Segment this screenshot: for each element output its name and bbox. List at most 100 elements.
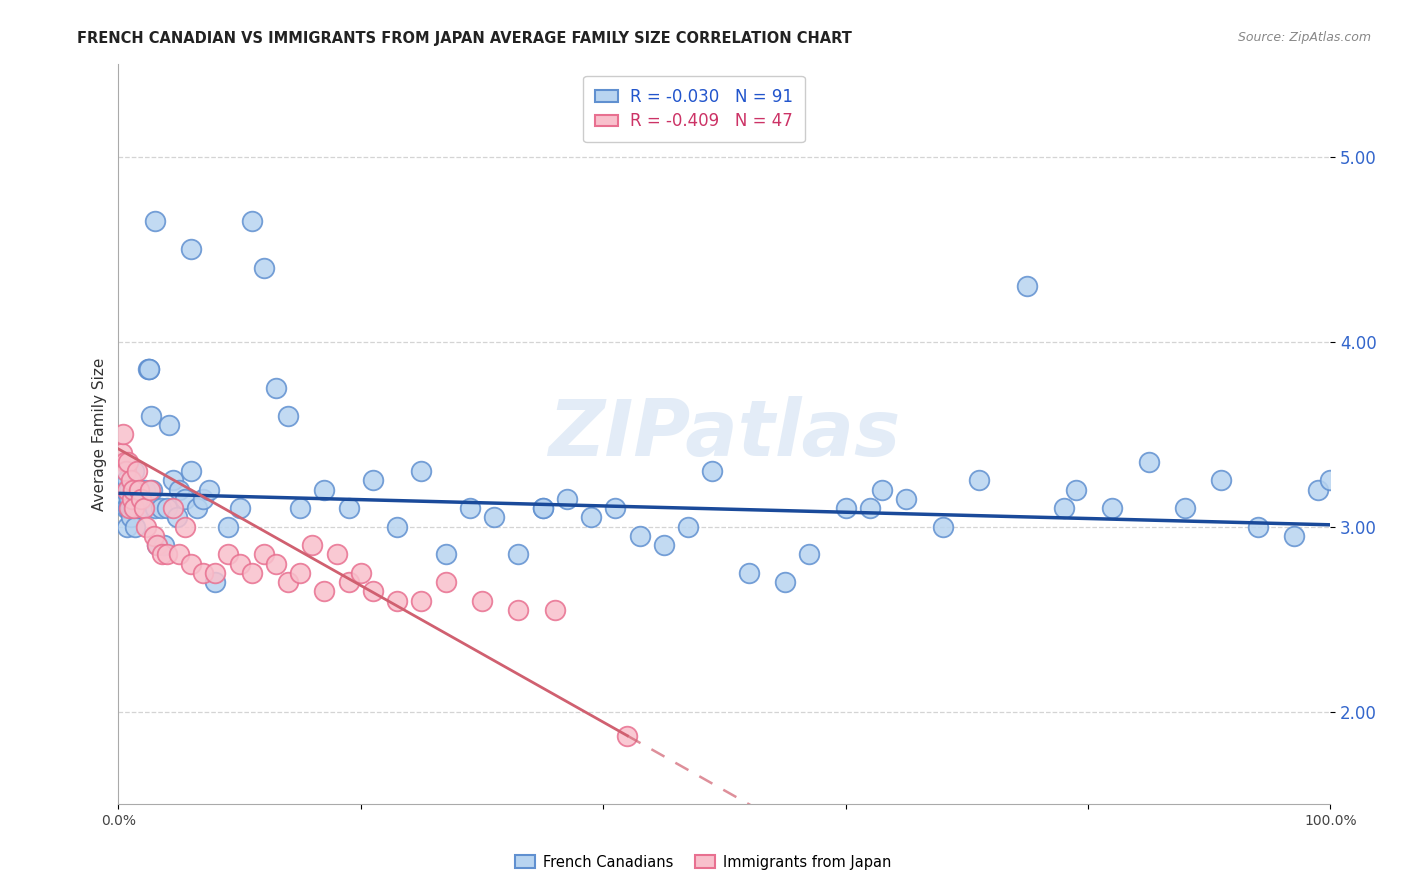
Point	[555, 491, 578, 506]
Point	[385, 593, 408, 607]
Point	[676, 519, 699, 533]
Point	[111, 445, 134, 459]
Point	[115, 474, 138, 488]
Point	[125, 483, 148, 497]
Point	[180, 242, 202, 256]
Point	[896, 491, 918, 506]
Point	[411, 464, 433, 478]
Point	[337, 501, 360, 516]
Point	[120, 510, 142, 524]
Point	[156, 548, 179, 562]
Point	[628, 529, 651, 543]
Legend: French Canadians, Immigrants from Japan: French Canadians, Immigrants from Japan	[509, 849, 897, 876]
Point	[125, 464, 148, 478]
Point	[264, 557, 287, 571]
Point	[264, 381, 287, 395]
Point	[120, 501, 142, 516]
Point	[458, 501, 481, 516]
Point	[277, 409, 299, 423]
Point	[434, 575, 457, 590]
Point	[198, 483, 221, 497]
Point	[129, 483, 152, 497]
Point	[967, 474, 990, 488]
Point	[149, 501, 172, 516]
Point	[114, 464, 136, 478]
Point	[931, 519, 953, 533]
Point	[156, 501, 179, 516]
Point	[471, 593, 494, 607]
Point	[117, 483, 139, 497]
Legend: R = -0.030   N = 91, R = -0.409   N = 47: R = -0.030 N = 91, R = -0.409 N = 47	[583, 76, 804, 142]
Point	[174, 491, 197, 506]
Point	[217, 548, 239, 562]
Point	[228, 557, 250, 571]
Point	[118, 501, 141, 516]
Point	[120, 474, 142, 488]
Point	[180, 464, 202, 478]
Point	[290, 566, 312, 580]
Point	[112, 491, 135, 506]
Point	[652, 538, 675, 552]
Point	[1282, 529, 1305, 543]
Point	[1053, 501, 1076, 516]
Point	[114, 501, 136, 516]
Text: Source: ZipAtlas.com: Source: ZipAtlas.com	[1237, 31, 1371, 45]
Point	[482, 510, 505, 524]
Point	[1211, 474, 1233, 488]
Point	[325, 548, 347, 562]
Point	[411, 593, 433, 607]
Point	[121, 483, 143, 497]
Point	[544, 603, 567, 617]
Point	[117, 455, 139, 469]
Point	[253, 260, 276, 275]
Point	[834, 501, 856, 516]
Point	[605, 501, 627, 516]
Point	[579, 510, 602, 524]
Point	[162, 501, 184, 516]
Point	[135, 519, 157, 533]
Point	[773, 575, 796, 590]
Point	[122, 501, 145, 516]
Point	[167, 483, 190, 497]
Point	[314, 584, 336, 599]
Point	[117, 501, 139, 516]
Point	[1174, 501, 1197, 516]
Point	[143, 501, 166, 516]
Point	[157, 417, 180, 432]
Point	[128, 491, 150, 506]
Point	[1101, 501, 1123, 516]
Point	[114, 455, 136, 469]
Point	[337, 575, 360, 590]
Point	[134, 483, 156, 497]
Point	[180, 557, 202, 571]
Point	[167, 548, 190, 562]
Point	[434, 548, 457, 562]
Point	[531, 501, 554, 516]
Point	[112, 427, 135, 442]
Point	[146, 538, 169, 552]
Point	[350, 566, 373, 580]
Point	[114, 464, 136, 478]
Point	[1246, 519, 1268, 533]
Point	[616, 729, 638, 743]
Point	[122, 464, 145, 478]
Point	[138, 362, 160, 376]
Point	[128, 483, 150, 497]
Point	[131, 491, 153, 506]
Point	[531, 501, 554, 516]
Point	[141, 483, 163, 497]
Point	[118, 483, 141, 497]
Point	[361, 474, 384, 488]
Point	[737, 566, 759, 580]
Point	[132, 501, 155, 516]
Point	[121, 491, 143, 506]
Point	[277, 575, 299, 590]
Text: ZIPatlas: ZIPatlas	[548, 396, 900, 472]
Point	[131, 491, 153, 506]
Point	[143, 214, 166, 228]
Point	[217, 519, 239, 533]
Point	[193, 566, 215, 580]
Point	[162, 474, 184, 488]
Point	[186, 501, 208, 516]
Point	[127, 501, 149, 516]
